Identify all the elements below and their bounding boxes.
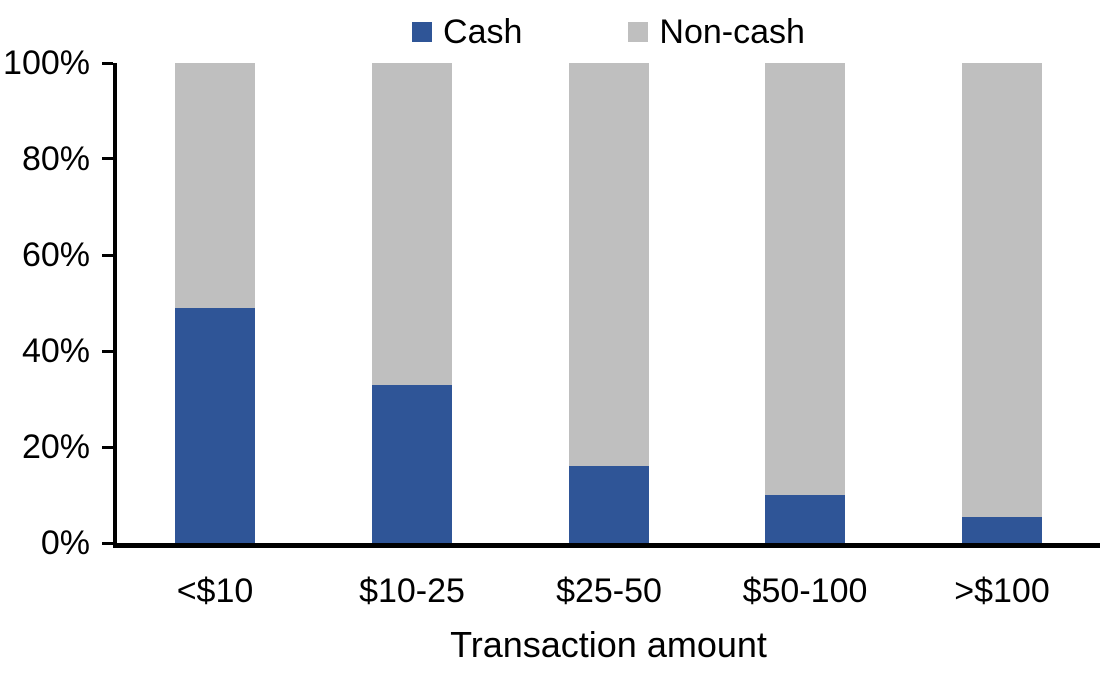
chart-legend: Cash Non-cash	[117, 10, 1100, 54]
bar-5	[961, 63, 1042, 543]
x-axis-title: Transaction amount	[450, 624, 767, 665]
y-axis-label: 60%	[21, 236, 90, 274]
bar-3	[568, 63, 649, 543]
bar-segment-noncash	[175, 63, 256, 308]
y-axis-tick	[102, 254, 113, 257]
x-axis-label: $50-100	[742, 572, 868, 610]
bar-4	[765, 63, 846, 543]
bar-segment-noncash	[961, 63, 1042, 517]
y-axis-tick	[102, 542, 113, 545]
x-axis-label: $25-50	[556, 572, 662, 610]
x-axis-line	[113, 543, 1100, 548]
bar-segment-cash	[568, 466, 649, 543]
bar-segment-noncash	[765, 63, 846, 495]
plot-area	[117, 63, 1100, 543]
bar-2	[371, 63, 452, 543]
legend-label-cash: Cash	[443, 13, 523, 51]
y-axis-label: 20%	[21, 428, 90, 466]
bar-segment-noncash	[568, 63, 649, 467]
y-axis-tick	[102, 446, 113, 449]
legend-item-cash: Cash	[412, 15, 522, 49]
y-axis-tick	[102, 350, 113, 353]
y-axis-label: 0%	[40, 524, 90, 562]
bar-segment-cash	[175, 307, 256, 543]
legend-swatch-cash-icon	[412, 22, 433, 42]
legend-label-non-cash: Non-cash	[659, 13, 805, 51]
bar-segment-cash	[765, 495, 846, 543]
bar-segment-noncash	[371, 63, 452, 385]
x-axis-label: <$10	[176, 572, 254, 610]
y-axis-label: 80%	[21, 140, 90, 178]
y-axis-line	[113, 63, 117, 548]
x-axis-label: $10-25	[359, 572, 465, 610]
y-axis-label: 40%	[21, 332, 90, 370]
bar-segment-cash	[961, 516, 1042, 543]
legend-item-non-cash: Non-cash	[628, 15, 805, 49]
y-axis-tick	[102, 157, 113, 160]
y-axis-label: 100%	[3, 44, 90, 82]
x-axis-label: >$100	[954, 572, 1050, 610]
legend-swatch-non-cash-icon	[628, 22, 649, 42]
y-axis-tick	[102, 62, 113, 65]
bar-segment-cash	[371, 384, 452, 543]
bar-1	[175, 63, 256, 543]
